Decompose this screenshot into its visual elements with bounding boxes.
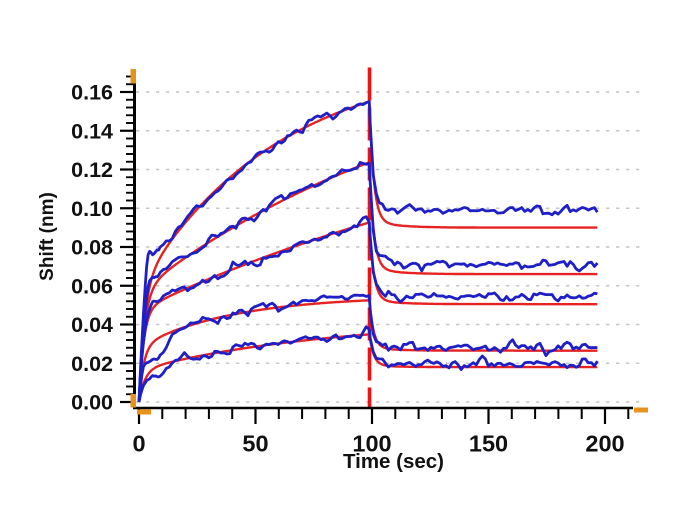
svg-text:0.00: 0.00	[71, 391, 113, 415]
svg-text:0.04: 0.04	[71, 313, 113, 337]
svg-text:0.10: 0.10	[71, 197, 113, 221]
svg-text:0: 0	[132, 431, 145, 457]
svg-text:100: 100	[352, 431, 391, 457]
svg-text:0.16: 0.16	[71, 81, 113, 105]
svg-text:0.12: 0.12	[71, 158, 113, 182]
svg-text:200: 200	[585, 431, 624, 457]
svg-text:Time (sec): Time (sec)	[343, 450, 444, 473]
svg-text:Shift (nm): Shift (nm)	[37, 192, 58, 281]
svg-text:150: 150	[469, 431, 508, 457]
svg-text:0.06: 0.06	[71, 274, 113, 298]
svg-text:0.08: 0.08	[71, 236, 113, 260]
svg-text:0.02: 0.02	[71, 352, 113, 376]
svg-text:0.14: 0.14	[71, 119, 113, 143]
svg-text:50: 50	[242, 431, 268, 457]
